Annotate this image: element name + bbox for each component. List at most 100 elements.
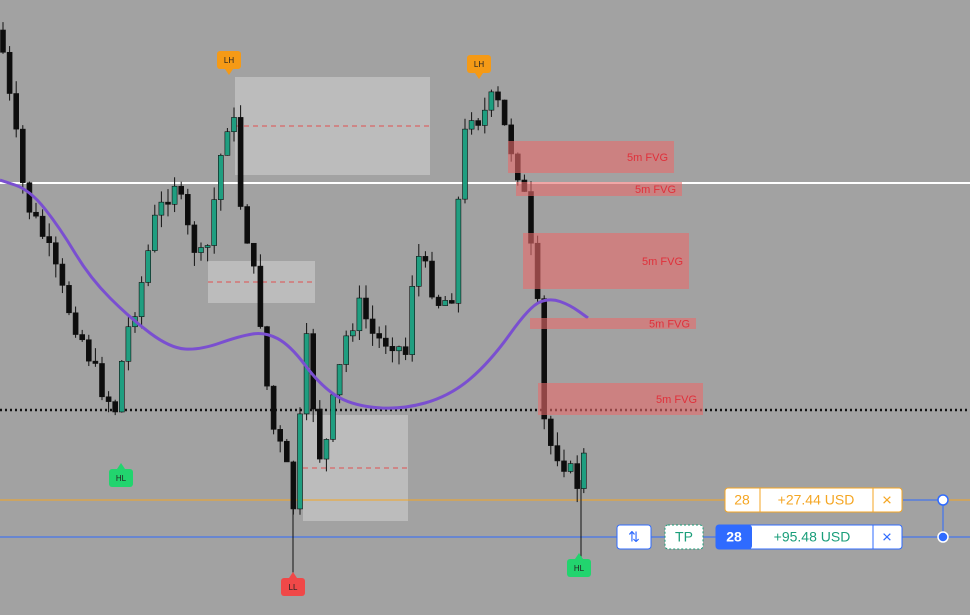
candle-body bbox=[92, 360, 99, 364]
candle-body bbox=[251, 242, 257, 267]
fvg-zones: 5m FVG 5m FVG 5m FVG 5m FVG 5m FVG bbox=[508, 141, 703, 415]
candle-body bbox=[501, 99, 508, 126]
quantity: 28 bbox=[734, 492, 750, 508]
marker-badge bbox=[281, 578, 305, 596]
tp-label: TP bbox=[675, 529, 693, 545]
fvg-zone bbox=[538, 383, 703, 415]
fvg-label: 5m FVG bbox=[656, 394, 697, 406]
marker-pointer bbox=[475, 73, 483, 79]
candle-body bbox=[422, 256, 429, 262]
candle-body bbox=[580, 452, 587, 489]
candles bbox=[0, 22, 587, 575]
candle-body bbox=[349, 330, 356, 337]
close-button[interactable]: × bbox=[882, 490, 892, 509]
close-button[interactable]: × bbox=[882, 527, 892, 546]
candle-body bbox=[231, 117, 237, 133]
candle-body bbox=[13, 93, 19, 130]
candle-body bbox=[86, 339, 92, 362]
marker-label: LH bbox=[474, 60, 484, 69]
drag-handles bbox=[903, 494, 949, 543]
candle-body bbox=[455, 198, 462, 304]
tp-handle[interactable] bbox=[937, 531, 949, 543]
candle-body bbox=[257, 265, 264, 327]
candle-body bbox=[270, 385, 277, 430]
fvg-zone bbox=[516, 182, 682, 196]
candle-body bbox=[442, 300, 449, 306]
candle-body bbox=[6, 51, 13, 94]
candle-body bbox=[448, 300, 455, 304]
candle-body bbox=[336, 364, 343, 396]
candle-body bbox=[567, 463, 574, 472]
candle-body bbox=[554, 445, 561, 462]
candle-body bbox=[125, 326, 132, 362]
candle-body bbox=[99, 363, 105, 398]
reverse-button[interactable] bbox=[616, 524, 652, 550]
candle-body bbox=[283, 440, 290, 463]
marker-pointer bbox=[575, 553, 583, 559]
candle-body bbox=[19, 128, 26, 183]
marker-pointer bbox=[225, 69, 233, 75]
candle-body bbox=[198, 247, 204, 253]
candle-body bbox=[389, 346, 396, 352]
candle-body bbox=[369, 318, 376, 334]
fvg-zone bbox=[508, 141, 674, 173]
order-sl[interactable]: 28 +27.44 USD × bbox=[724, 487, 903, 513]
candle-body bbox=[303, 333, 310, 415]
candle-body bbox=[541, 298, 548, 420]
candle-body bbox=[547, 418, 554, 446]
candle-body bbox=[330, 394, 336, 440]
candle-body bbox=[402, 346, 409, 355]
candle-body bbox=[237, 117, 244, 207]
candle-body bbox=[574, 463, 581, 489]
fvg-zone bbox=[530, 318, 696, 329]
candle-body bbox=[39, 215, 46, 237]
candle-body bbox=[79, 334, 85, 341]
candle-body bbox=[343, 335, 350, 365]
candle-body bbox=[363, 297, 369, 320]
marker-label: LH bbox=[224, 56, 234, 65]
candle-body bbox=[382, 337, 389, 347]
candle-body bbox=[224, 131, 231, 156]
candle-body bbox=[356, 297, 363, 332]
candle-body bbox=[46, 236, 53, 244]
marker-label: LL bbox=[289, 583, 298, 592]
reverse-icon: ⇅ bbox=[628, 529, 640, 545]
candle-body bbox=[462, 128, 468, 200]
candle-body bbox=[165, 201, 171, 205]
candle-body bbox=[435, 296, 442, 306]
candle-body bbox=[561, 460, 567, 472]
swing-markers: LH LH HL HL LL bbox=[109, 51, 591, 596]
marker-label: HL bbox=[574, 564, 585, 573]
candle-body bbox=[171, 185, 178, 205]
pnl: +27.44 USD bbox=[778, 492, 855, 508]
candle-body bbox=[415, 256, 422, 287]
fvg-zone bbox=[523, 233, 689, 289]
candle-body bbox=[112, 401, 118, 413]
candle-body bbox=[191, 224, 198, 253]
candle-body bbox=[152, 214, 158, 251]
candle-body bbox=[52, 242, 59, 265]
fvg-label: 5m FVG bbox=[635, 184, 676, 196]
candle-body bbox=[158, 201, 165, 216]
candle-body bbox=[178, 185, 184, 195]
tp-button[interactable] bbox=[664, 524, 704, 550]
sl-handle[interactable] bbox=[937, 494, 949, 506]
candle-body bbox=[72, 312, 79, 335]
quantity-bg bbox=[716, 525, 752, 549]
marker-badge bbox=[567, 559, 591, 577]
order-box bbox=[724, 487, 903, 513]
candle-body bbox=[475, 120, 482, 126]
moving-average bbox=[0, 178, 589, 410]
candle-body bbox=[481, 109, 488, 126]
candle-body bbox=[468, 120, 475, 130]
candle-body bbox=[323, 439, 330, 460]
marker-badge bbox=[217, 51, 241, 69]
candle-body bbox=[145, 250, 151, 283]
marker-badge bbox=[467, 55, 491, 73]
candle-body bbox=[33, 211, 39, 217]
candle-body bbox=[244, 206, 250, 244]
order-tp[interactable]: ⇅ TP 28 +95.48 USD × bbox=[616, 524, 903, 550]
fvg-label: 5m FVG bbox=[627, 152, 668, 164]
